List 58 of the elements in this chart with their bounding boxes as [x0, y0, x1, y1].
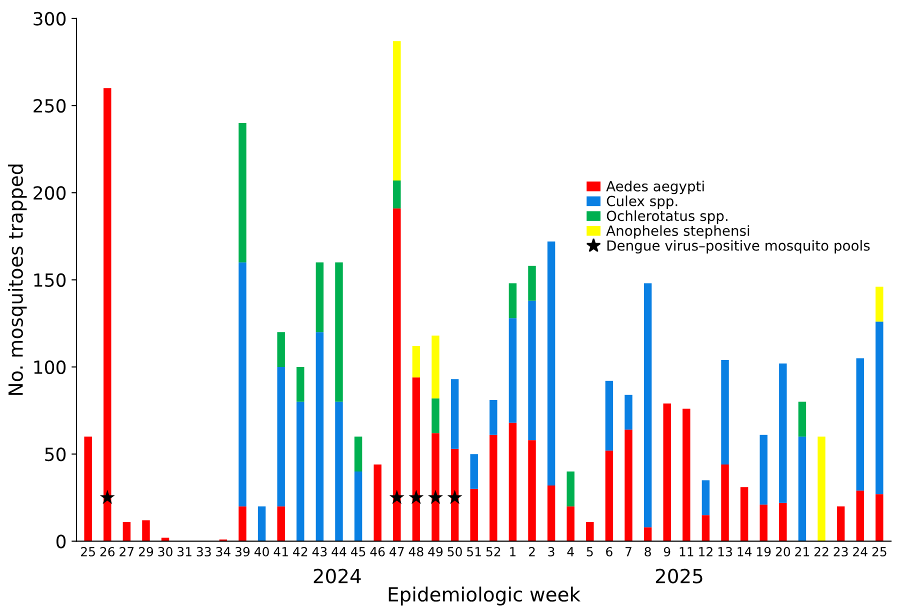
x-tick-label: 21	[795, 546, 810, 556]
x-tick-label: 2	[528, 546, 535, 556]
x-tick-label: 29	[138, 546, 154, 556]
x-tick-label: 31	[178, 546, 192, 556]
x-tick-label: 14	[738, 547, 752, 556]
x-tick-label: 1	[510, 547, 516, 556]
y-axis-title: No. mosquitoes trapped	[8, 164, 27, 395]
x-tick-label: 51	[467, 547, 481, 556]
x-tick-label: 44	[332, 547, 346, 556]
y-tick-label: 250	[34, 99, 66, 113]
x-tick-label: 43	[312, 546, 327, 556]
x-tick-label: 30	[158, 546, 172, 556]
x-tick-label: 8	[644, 546, 651, 556]
x-tick-label: 19	[757, 546, 771, 556]
text: 2025	[656, 568, 702, 584]
x-tick-label: 6	[606, 546, 612, 556]
x-tick-label: 26	[100, 546, 115, 556]
y-tick-label: 300	[34, 12, 66, 26]
y-tick-label: 200	[34, 186, 66, 200]
x-tick-label: 27	[120, 546, 134, 556]
x-tick-label: 39	[235, 546, 250, 556]
x-tick-label: 25	[872, 546, 886, 556]
x-tick-label: 3	[548, 546, 554, 556]
x-tick-label: 20	[776, 546, 790, 556]
x-tick-label: 22	[814, 546, 828, 556]
x-tick-label: 5	[586, 547, 593, 556]
y-tick-label: 0	[56, 534, 66, 548]
text: 2024	[314, 568, 361, 584]
x-tick-label: 34	[216, 546, 230, 556]
y-tick-label: 50	[45, 448, 66, 462]
x-tick-label: 11	[680, 547, 694, 556]
x-tick-label: 23	[834, 546, 848, 556]
x-tick-label: 50	[448, 546, 462, 556]
x-tick-label: 9	[664, 546, 670, 556]
legend-label: Dengue virus–positive mosquito pools	[607, 240, 870, 254]
x-tick-label: 12	[699, 546, 712, 556]
x-tick-label: 25	[81, 546, 95, 556]
x-tick-label: 47	[390, 547, 404, 556]
x-tick-label: 49	[428, 546, 443, 556]
y-tick-label: 100	[34, 360, 66, 374]
legend-label: Aedes aegypti	[606, 180, 704, 194]
x-tick-label: 40	[254, 546, 269, 556]
x-tick-label: 41	[274, 547, 288, 556]
x-axis-title: Epidemiologic week	[388, 586, 580, 606]
legend-label: Culex spp.	[606, 196, 678, 209]
x-tick-label: 13	[718, 546, 732, 556]
x-tick-label: 24	[853, 546, 868, 556]
x-tick-label: 52	[486, 546, 500, 556]
legend-label: Ochlerotatus spp.	[606, 210, 728, 224]
x-tick-label: 45	[350, 547, 366, 556]
x-tick-label: 42	[293, 546, 308, 556]
x-tick-label: 33	[196, 546, 211, 556]
legend-label: Anopheles stephensi	[606, 225, 750, 239]
y-tick-label: 150	[34, 273, 66, 287]
x-tick-label: 48	[408, 546, 424, 556]
x-tick-label: 7	[626, 547, 632, 556]
x-tick-label: 46	[370, 546, 385, 556]
x-tick-label: 4	[567, 547, 574, 556]
